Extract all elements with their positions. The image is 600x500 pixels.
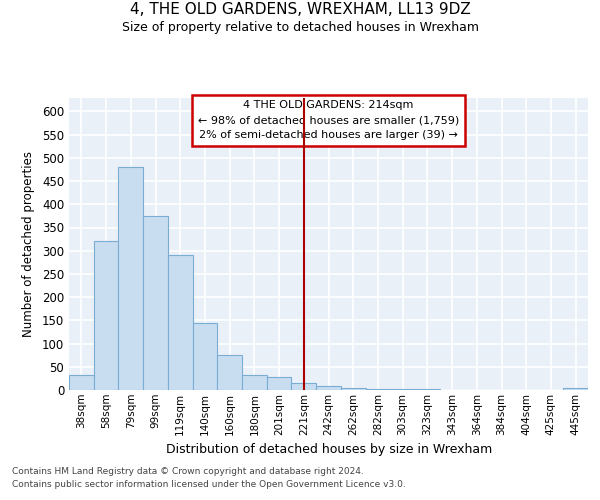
Y-axis label: Number of detached properties: Number of detached properties bbox=[22, 151, 35, 337]
Bar bbox=[267, 376, 292, 390]
Bar bbox=[365, 388, 390, 390]
Bar bbox=[390, 389, 415, 390]
Bar bbox=[316, 386, 341, 390]
Bar bbox=[563, 388, 588, 390]
Bar bbox=[341, 388, 365, 390]
Bar bbox=[193, 322, 217, 390]
Bar bbox=[168, 256, 193, 390]
Bar bbox=[118, 167, 143, 390]
Bar bbox=[292, 383, 316, 390]
Text: Contains HM Land Registry data © Crown copyright and database right 2024.: Contains HM Land Registry data © Crown c… bbox=[12, 467, 364, 476]
Bar bbox=[217, 355, 242, 390]
Text: 4 THE OLD GARDENS: 214sqm
← 98% of detached houses are smaller (1,759)
2% of sem: 4 THE OLD GARDENS: 214sqm ← 98% of detac… bbox=[198, 100, 459, 140]
Text: Size of property relative to detached houses in Wrexham: Size of property relative to detached ho… bbox=[121, 21, 479, 34]
Bar bbox=[143, 216, 168, 390]
Text: Contains public sector information licensed under the Open Government Licence v3: Contains public sector information licen… bbox=[12, 480, 406, 489]
Bar bbox=[69, 375, 94, 390]
Text: 4, THE OLD GARDENS, WREXHAM, LL13 9DZ: 4, THE OLD GARDENS, WREXHAM, LL13 9DZ bbox=[130, 2, 470, 18]
Bar bbox=[242, 375, 267, 390]
Bar bbox=[415, 389, 440, 390]
Text: Distribution of detached houses by size in Wrexham: Distribution of detached houses by size … bbox=[166, 442, 492, 456]
Bar bbox=[94, 242, 118, 390]
